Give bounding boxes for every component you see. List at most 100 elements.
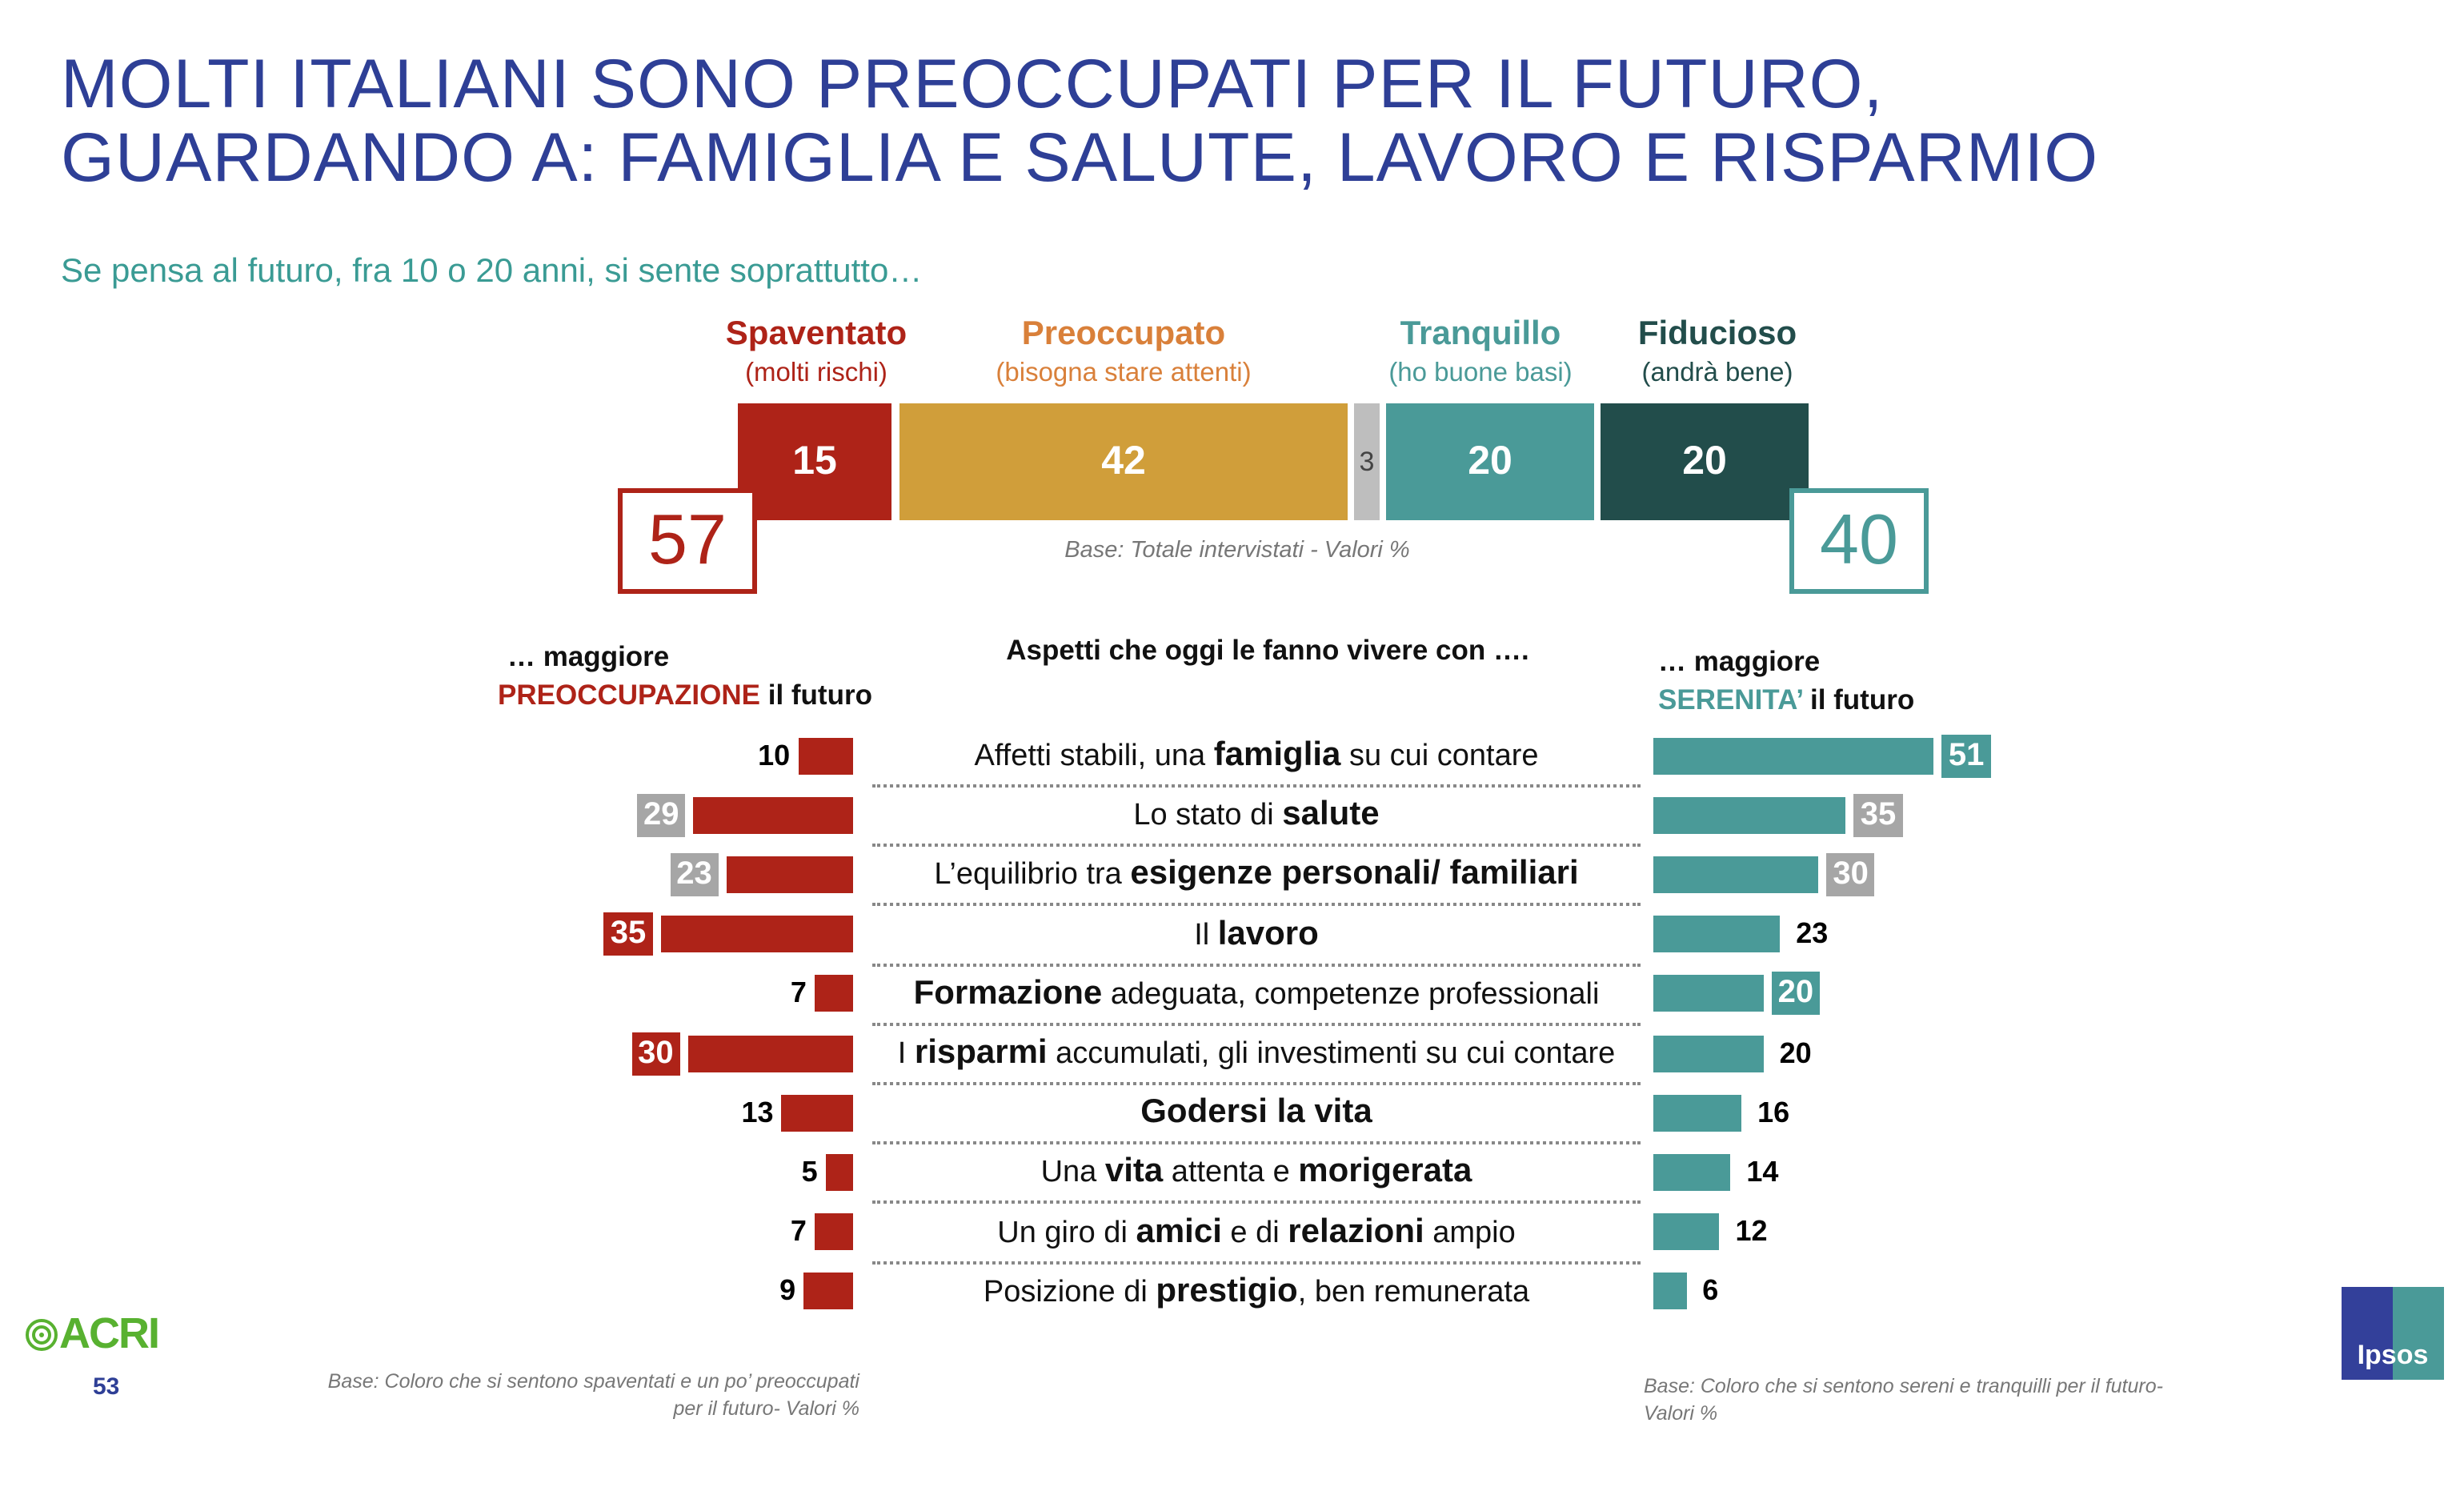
- left-header: … maggiore PREOCCUPAZIONE il futuro: [498, 640, 872, 712]
- value-label-preoccupazione: 7: [790, 1215, 807, 1248]
- row-divider: [872, 1141, 1641, 1145]
- row-label: Lo stato di salute: [872, 796, 1641, 834]
- category-note: (andrà bene): [1641, 359, 1793, 387]
- category-spaventato: Spaventato (molti rischi): [640, 315, 992, 389]
- value-label-serenita: 16: [1757, 1096, 1790, 1128]
- left-header-highlight: PREOCCUPAZIONE: [498, 679, 760, 711]
- value-label-preoccupazione: 9: [779, 1274, 796, 1307]
- category-note: (molti rischi): [745, 359, 887, 387]
- bar-preoccupazione: [660, 916, 853, 953]
- ipsos-logo: Ipsos: [2342, 1287, 2444, 1380]
- left-header-rest: il futuro: [760, 679, 872, 711]
- row-label-text: Lo stato di: [1133, 799, 1283, 833]
- category-tranquillo: Tranquillo (ho buone basi): [1304, 315, 1657, 389]
- bar-serenita: [1653, 796, 1846, 834]
- row-label-text: ampio: [1424, 1216, 1516, 1250]
- row-label-text: Un giro di: [997, 1216, 1136, 1250]
- row-label: Una vita attenta e morigerata: [872, 1153, 1641, 1192]
- row-label-text: su cui contare: [1340, 739, 1539, 773]
- stacked-segment-2: 42: [899, 403, 1348, 520]
- base-note-left: Base: Coloro che si sentono spaventati e…: [240, 1369, 859, 1423]
- left-header-line1: … maggiore: [507, 640, 670, 672]
- stacked-segment-5: 20: [1601, 403, 1809, 520]
- ipsos-logo-text: Ipsos: [2357, 1340, 2429, 1370]
- row-divider: [872, 1200, 1641, 1204]
- category-label: Fiducioso: [1637, 315, 1797, 352]
- total-negative-box: 57: [618, 488, 757, 594]
- row-label-bold: relazioni: [1288, 1212, 1424, 1250]
- row-label: L’equilibrio tra esigenze personali/ fam…: [872, 856, 1641, 894]
- row-label-text: L’equilibrio tra: [934, 858, 1131, 892]
- acri-logo: ACRI: [24, 1309, 160, 1359]
- value-label-serenita: 35: [1853, 793, 1903, 837]
- row-divider: [872, 963, 1641, 967]
- row-label-text: attenta e: [1163, 1156, 1299, 1190]
- row-label-text: adeguata, competenze professionali: [1102, 977, 1600, 1012]
- value-label-preoccupazione: 35: [603, 912, 653, 956]
- row-label-bold: Formazione: [913, 974, 1103, 1012]
- base-note-right-line2: Valori %: [1644, 1402, 1718, 1425]
- bar-preoccupazione: [814, 1213, 853, 1251]
- row-label-bold: vita: [1104, 1152, 1164, 1190]
- right-header-highlight: SERENITA’: [1658, 683, 1803, 715]
- row-label: Un giro di amici e di relazioni ampio: [872, 1212, 1641, 1251]
- bar-serenita: [1653, 916, 1781, 953]
- page-number: 53: [93, 1373, 120, 1401]
- bar-preoccupazione: [726, 856, 853, 893]
- base-note-right-line1: Base: Coloro che si sentono sereni e tra…: [1644, 1375, 2163, 1397]
- value-label-serenita: 30: [1826, 852, 1875, 896]
- row-label-bold: morigerata: [1298, 1152, 1472, 1190]
- center-header: Aspetti che oggi le fanno vivere con ….: [1006, 634, 1529, 666]
- value-label-preoccupazione: 10: [758, 739, 791, 771]
- row-label-text: e di: [1221, 1216, 1288, 1250]
- value-label-preoccupazione: 29: [637, 793, 686, 837]
- category-preoccupato: Preoccupato (bisogna stare attenti): [948, 315, 1300, 389]
- row-divider: [872, 1261, 1641, 1265]
- base-note-left-line2: per il futuro- Valori %: [673, 1397, 860, 1420]
- row-label: Formazione adeguata, competenze professi…: [872, 975, 1641, 1013]
- bar-preoccupazione: [803, 1273, 853, 1310]
- row-label-bold: prestigio: [1156, 1272, 1298, 1309]
- stacked-segment-4: 20: [1386, 403, 1594, 520]
- row-divider: [872, 1022, 1641, 1026]
- value-label-preoccupazione: 5: [801, 1155, 818, 1188]
- title-line-1: MOLTI ITALIANI SONO PREOCCUPATI PER IL F…: [61, 46, 1884, 123]
- right-header-rest: il futuro: [1802, 683, 1915, 715]
- bar-preoccupazione: [814, 975, 853, 1012]
- bar-preoccupazione: [825, 1153, 853, 1191]
- base-note-right: Base: Coloro che si sentono sereni e tra…: [1644, 1373, 2163, 1428]
- row-label: Il lavoro: [872, 915, 1641, 953]
- value-label-preoccupazione: 13: [741, 1096, 774, 1128]
- row-label-text: Posizione di: [983, 1275, 1156, 1309]
- row-label-text: I: [897, 1037, 915, 1071]
- value-label-preoccupazione: 7: [790, 976, 807, 1009]
- row-label-text: accumulati, gli investimenti su cui cont…: [1047, 1037, 1616, 1071]
- bar-serenita: [1653, 1153, 1731, 1191]
- bar-preoccupazione: [798, 737, 853, 774]
- row-label-bold: Godersi la vita: [1140, 1093, 1372, 1131]
- bar-serenita: [1653, 1094, 1742, 1132]
- row-divider: [872, 1082, 1641, 1085]
- row-divider: [872, 903, 1641, 907]
- total-positive-box: 40: [1789, 488, 1929, 594]
- bar-serenita: [1653, 1213, 1720, 1251]
- value-label-serenita: 23: [1796, 917, 1829, 950]
- value-label-serenita: 51: [1941, 734, 1991, 777]
- category-fiducioso: Fiducioso (andrà bene): [1541, 315, 1893, 389]
- stacked-segment-1: 15: [738, 403, 891, 520]
- row-label-bold: amici: [1136, 1212, 1222, 1250]
- row-label: Affetti stabili, una famiglia su cui con…: [872, 736, 1641, 775]
- row-label: I risparmi accumulati, gli investimenti …: [872, 1034, 1641, 1072]
- title-line-2: GUARDANDO A: FAMIGLIA E SALUTE, LAVORO E…: [61, 120, 2099, 197]
- category-note: (bisogna stare attenti): [996, 359, 1252, 387]
- value-label-serenita: 20: [1779, 1036, 1812, 1068]
- category-label: Tranquillo: [1400, 315, 1561, 352]
- row-divider: [872, 784, 1641, 788]
- base-note-top: Base: Totale intervistati - Valori %: [1064, 538, 1410, 563]
- row-divider: [872, 844, 1641, 848]
- category-label: Spaventato: [725, 315, 907, 352]
- row-label-bold: salute: [1282, 796, 1380, 833]
- row-label: Posizione di prestigio, ben remunerata: [872, 1273, 1641, 1311]
- acri-logo-text: ACRI: [59, 1309, 160, 1357]
- page-title: MOLTI ITALIANI SONO PREOCCUPATI PER IL F…: [61, 48, 2098, 195]
